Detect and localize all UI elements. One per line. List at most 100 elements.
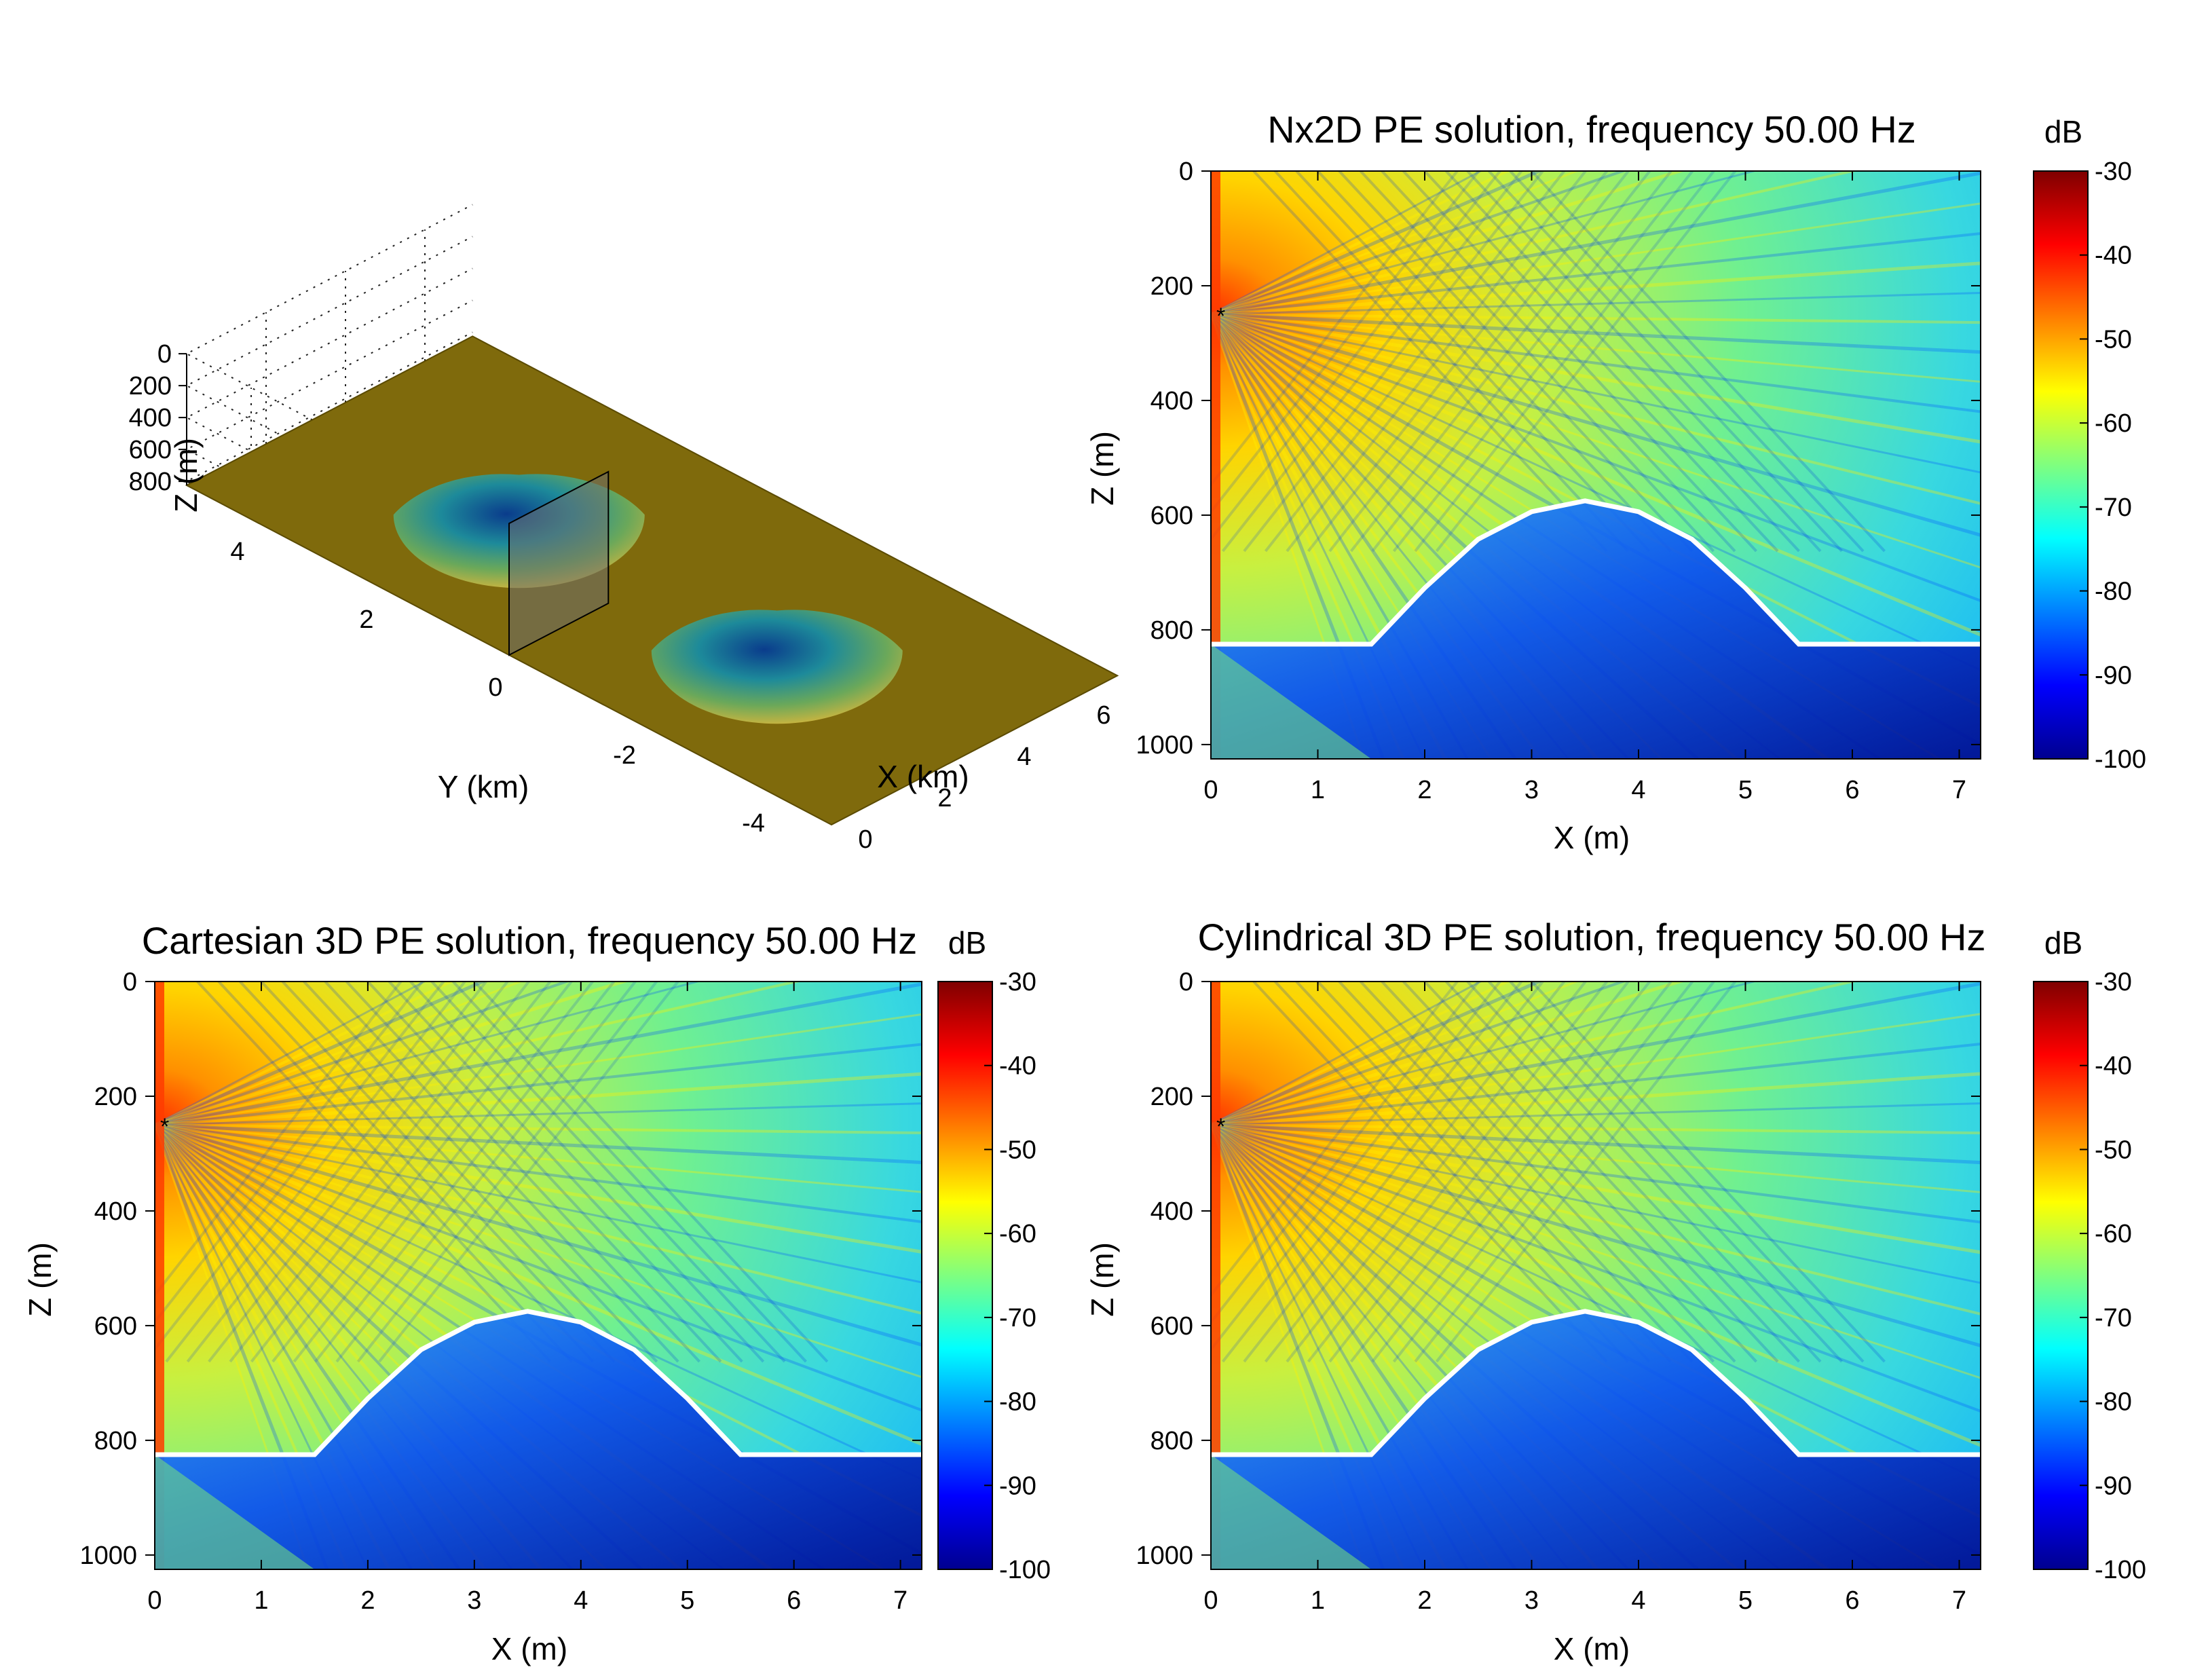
interference-stripe <box>229 982 530 1363</box>
interference-stripe <box>155 1124 607 1569</box>
seafloor-plane <box>185 335 1119 826</box>
interference-stripe <box>1211 1123 1981 1413</box>
x-tick-label: 3 <box>467 1586 481 1615</box>
interference-stripe <box>1211 1123 1981 1284</box>
y-axis-label: Z (m) <box>1085 431 1120 506</box>
colorbar-tick-label: -40 <box>2095 242 2132 270</box>
seabed-line <box>155 1309 922 1457</box>
plot-frame <box>1210 981 1981 1570</box>
interference-stripe <box>1211 982 1459 1298</box>
z-tick-label: 400 <box>129 404 172 432</box>
interference-stripe <box>155 982 630 1127</box>
y-tick-label: 400 <box>1150 387 1193 415</box>
interference-stripe <box>1211 1123 1981 1135</box>
x-tick-label: 5 <box>680 1586 694 1615</box>
interference-stripe <box>155 1043 922 1127</box>
interference-stripe <box>1211 313 1981 505</box>
interference-stripe <box>155 1124 349 1569</box>
interference-stripe <box>1402 171 1757 553</box>
interference-stripe <box>1328 982 1630 1363</box>
interference-stripe <box>155 1123 922 1223</box>
interference-stripe <box>155 1013 922 1126</box>
chart-title: Cartesian 3D PE solution, frequency 50.0… <box>142 919 917 962</box>
x-tick-label: 6 <box>1096 701 1110 730</box>
interference-stripe <box>303 982 658 1363</box>
interference-stripe <box>155 982 571 1127</box>
interference-stripe <box>155 1123 922 1284</box>
interference-stripe <box>281 982 637 1363</box>
interference-stripe <box>1211 1124 1385 1569</box>
x-tick-label: 2 <box>360 1586 375 1615</box>
z-tick-label: 800 <box>129 468 172 496</box>
interference-stripe <box>1286 982 1587 1363</box>
x-tick-label: 5 <box>1738 1586 1753 1615</box>
interference-stripe <box>1211 1123 1981 1447</box>
interference-stripe <box>155 1123 922 1446</box>
interference-stripe <box>250 982 552 1363</box>
interference-stripe <box>1488 171 1843 553</box>
interference-stripe <box>155 1124 514 1569</box>
interference-stripe <box>1211 313 1981 474</box>
x-axis-label: X (km) <box>877 759 969 794</box>
colorbar-tick-label: -90 <box>2095 1472 2132 1500</box>
interference-stripe <box>1466 171 1822 553</box>
interference-stripe <box>1211 171 1459 487</box>
interference-stripe <box>1211 314 1448 759</box>
interference-stripe <box>1211 171 1580 316</box>
interference-stripe <box>1328 171 1630 553</box>
x-axis-label: X (m) <box>491 1631 567 1666</box>
interference-stripe <box>1445 982 1800 1363</box>
interference-stripe <box>1211 1123 1981 1379</box>
colorbar-tick-label: -60 <box>999 1220 1036 1248</box>
interference-stripe <box>155 1123 922 1193</box>
x-tick-label: 2 <box>937 784 952 813</box>
interference-stripe <box>1317 171 1672 553</box>
y-tick-label: 0 <box>123 968 137 996</box>
interference-stripe <box>1211 261 1981 316</box>
y-tick-label: -4 <box>742 809 765 838</box>
interference-stripe <box>196 982 552 1363</box>
interference-stripe <box>1211 1123 1981 1315</box>
colorbar-tick-label: -80 <box>999 1388 1036 1417</box>
interference-stripe <box>155 1124 726 1569</box>
x-tick-label: 0 <box>858 825 872 854</box>
interference-stripe <box>1286 171 1587 553</box>
interference-stripe <box>155 1123 574 1569</box>
near-field-band <box>1211 171 1220 759</box>
interference-stripe <box>1509 171 1865 553</box>
interference-stripe <box>1211 171 1483 316</box>
y-tick-label: 0 <box>1179 968 1193 996</box>
interference-stripe <box>1211 982 1543 1127</box>
interference-stripe <box>1221 171 1523 553</box>
interference-stripe <box>1360 171 1715 553</box>
interference-stripe <box>1211 314 1493 759</box>
source-marker: * <box>1216 1114 1225 1140</box>
interference-stripe <box>186 982 487 1363</box>
interference-stripe <box>1435 982 1737 1363</box>
interference-stripe <box>1381 171 1736 553</box>
x-tick-label: 3 <box>1524 1586 1539 1615</box>
interference-stripe <box>1211 171 1480 515</box>
colorbar <box>937 981 993 1570</box>
interference-stripe <box>1274 171 1629 553</box>
colorbar-tick-label: -90 <box>2095 661 2132 690</box>
x-tick-label: 2 <box>1417 1586 1432 1615</box>
sediment-field <box>1211 644 1372 759</box>
colorbar-tick-label: -80 <box>2095 578 2132 606</box>
near-field-band <box>1211 982 1220 1569</box>
interference-stripe <box>1371 982 1672 1363</box>
interference-stripe <box>335 982 637 1363</box>
interference-stripe <box>367 982 722 1363</box>
y-tick-label: 200 <box>1150 272 1193 301</box>
interference-stripe <box>473 982 829 1363</box>
interference-stripe <box>1211 1124 1782 1569</box>
interference-stripe <box>1371 171 1672 553</box>
colorbar-tick-label: -60 <box>2095 409 2132 438</box>
interference-stripe <box>1211 313 1981 569</box>
y-tick-label: 200 <box>94 1083 137 1111</box>
colorbar-tick-label: -100 <box>2095 745 2146 774</box>
interference-stripe <box>155 1123 544 1569</box>
colorbar-tick-label: -70 <box>999 1304 1036 1332</box>
y-tick-label: 1000 <box>1136 1542 1193 1570</box>
